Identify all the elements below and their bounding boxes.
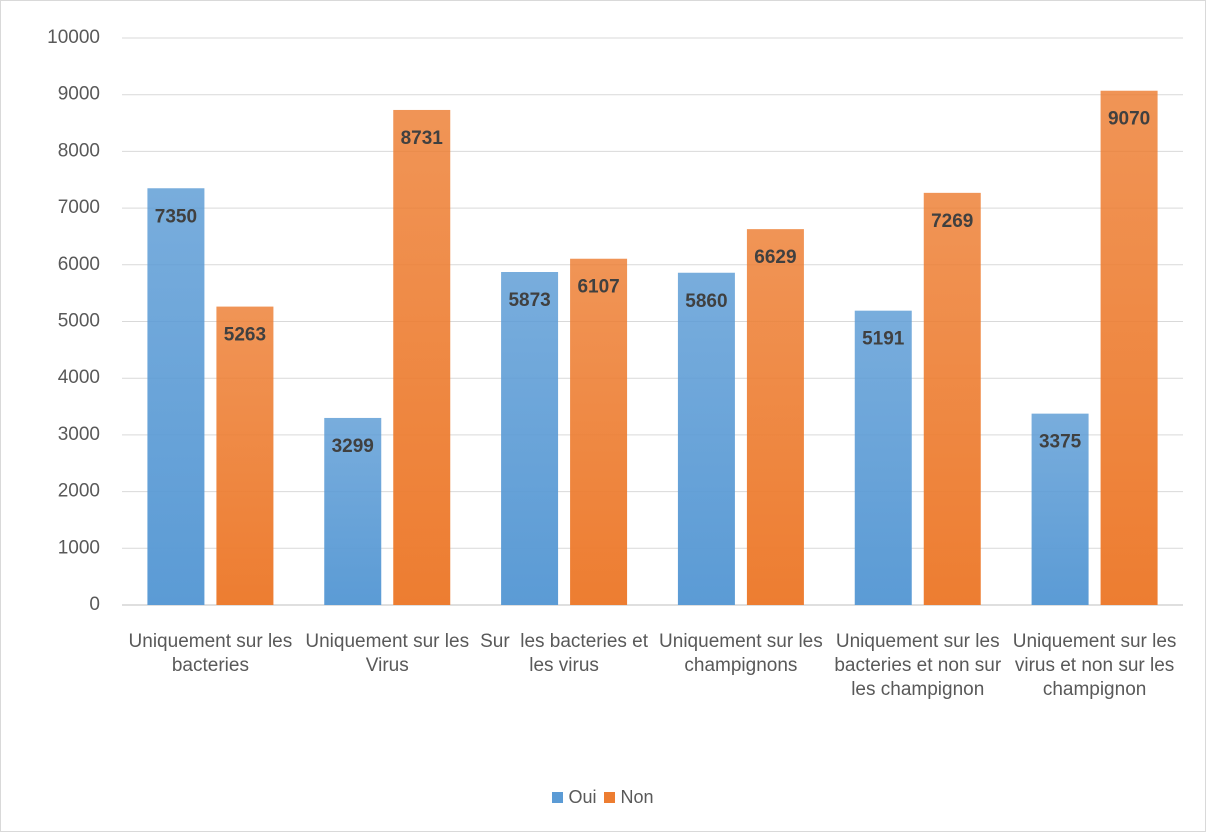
legend-label: Non bbox=[620, 787, 654, 807]
legend: Oui Non bbox=[0, 787, 1206, 808]
bar bbox=[501, 272, 559, 605]
bar bbox=[677, 272, 735, 605]
data-label: 5263 bbox=[224, 325, 266, 346]
x-tick-label: Uniquement sur les bacteries et non sur … bbox=[834, 631, 1007, 700]
bar bbox=[923, 192, 981, 605]
data-label: 8731 bbox=[401, 128, 444, 149]
data-label: 5191 bbox=[862, 329, 905, 350]
legend-swatch bbox=[552, 792, 564, 803]
bar bbox=[854, 310, 912, 605]
legend-item: Oui bbox=[552, 787, 596, 808]
data-label: 3299 bbox=[332, 436, 374, 457]
bar bbox=[216, 306, 274, 605]
y-tick-label: 6000 bbox=[58, 254, 100, 275]
bar bbox=[746, 229, 804, 606]
data-label: 7350 bbox=[155, 206, 197, 227]
y-tick-label: 7000 bbox=[58, 197, 100, 218]
y-tick-label: 9000 bbox=[58, 84, 100, 105]
x-tick-label: Uniquement sur les bacteries bbox=[128, 631, 298, 676]
legend-swatch bbox=[604, 792, 616, 803]
data-label: 6629 bbox=[754, 247, 796, 268]
bar bbox=[1031, 413, 1089, 605]
bar bbox=[324, 417, 382, 605]
data-label: 5860 bbox=[685, 291, 727, 312]
legend-label: Oui bbox=[568, 787, 597, 807]
x-tick-label: Uniquement sur les Virus bbox=[305, 631, 475, 676]
data-label: 7269 bbox=[931, 211, 973, 232]
data-label: 9070 bbox=[1108, 109, 1150, 130]
x-tick-label: Uniquement sur les champignons bbox=[659, 631, 829, 676]
bar bbox=[570, 258, 628, 605]
data-label: 5873 bbox=[508, 290, 550, 311]
data-label: 3375 bbox=[1039, 432, 1082, 453]
bar bbox=[1100, 90, 1158, 605]
x-tick-label: Sur les bacteries et les virus bbox=[480, 631, 654, 676]
legend-item: Non bbox=[604, 787, 654, 808]
y-tick-label: 1000 bbox=[58, 537, 100, 558]
x-tick-label: Uniquement sur les virus et non sur les … bbox=[1012, 631, 1182, 700]
y-tick-label: 0 bbox=[89, 594, 100, 615]
data-label: 6107 bbox=[577, 277, 619, 298]
bar bbox=[147, 188, 205, 605]
y-tick-label: 2000 bbox=[58, 481, 100, 502]
y-tick-label: 3000 bbox=[58, 424, 100, 445]
y-tick-label: 5000 bbox=[58, 311, 100, 332]
y-tick-label: 4000 bbox=[58, 367, 100, 388]
y-tick-label: 8000 bbox=[58, 140, 100, 161]
y-tick-label: 10000 bbox=[47, 27, 100, 48]
bar bbox=[393, 109, 451, 605]
